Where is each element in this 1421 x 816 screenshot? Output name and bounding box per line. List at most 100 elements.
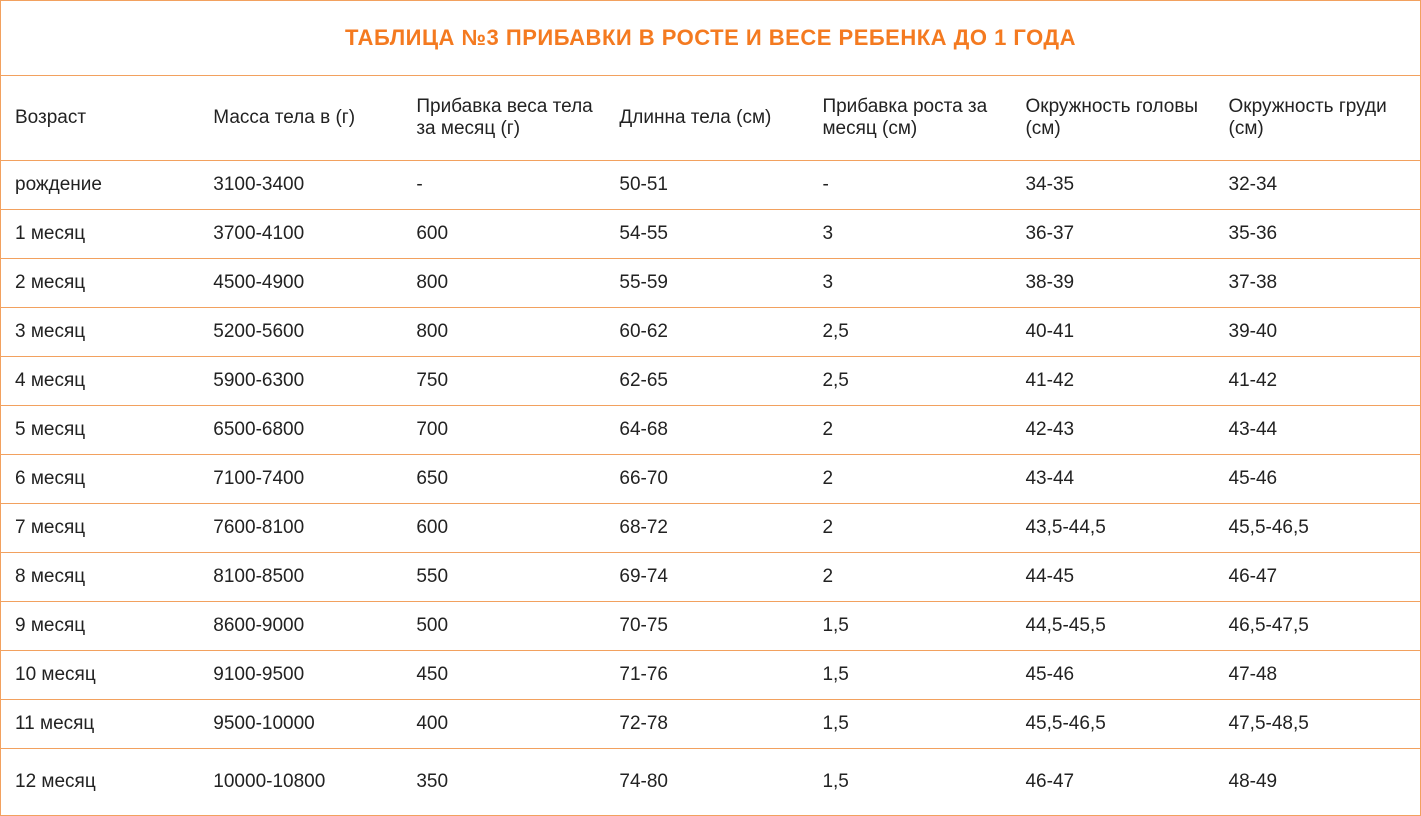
table-cell: 66-70 — [605, 455, 808, 504]
table-cell: 400 — [402, 700, 605, 749]
table-cell: 5 месяц — [1, 406, 200, 455]
table-cell: 8 месяц — [1, 553, 200, 602]
table-cell: 74-80 — [605, 749, 808, 816]
table-cell: 46-47 — [1011, 749, 1214, 816]
table-cell: 72-78 — [605, 700, 808, 749]
table-cell: 6500-6800 — [199, 406, 402, 455]
table-cell: 55-59 — [605, 259, 808, 308]
table-cell: 6 месяц — [1, 455, 200, 504]
table-cell: 1,5 — [808, 700, 1011, 749]
table-cell: 600 — [402, 504, 605, 553]
table-cell: 700 — [402, 406, 605, 455]
table-cell: 35-36 — [1215, 210, 1421, 259]
table-cell: 44-45 — [1011, 553, 1214, 602]
table-cell: 43-44 — [1011, 455, 1214, 504]
column-header: Прибавка веса тела за месяц (г) — [402, 76, 605, 161]
table-cell: 36-37 — [1011, 210, 1214, 259]
table-cell: 7600-8100 — [199, 504, 402, 553]
growth-table: ТАБЛИЦА №3 ПРИБАВКИ В РОСТЕ И ВЕСЕ РЕБЕН… — [0, 0, 1421, 816]
table-cell: 2,5 — [808, 357, 1011, 406]
table-cell: 9100-9500 — [199, 651, 402, 700]
table-cell: 3 — [808, 259, 1011, 308]
table-cell: 5900-6300 — [199, 357, 402, 406]
table-cell: 64-68 — [605, 406, 808, 455]
table-cell: 60-62 — [605, 308, 808, 357]
table-row: 11 месяц9500-1000040072-781,545,5-46,547… — [1, 700, 1421, 749]
table-cell: 2 — [808, 553, 1011, 602]
table-cell: 8100-8500 — [199, 553, 402, 602]
table-row: 12 месяц10000-1080035074-801,546-4748-49 — [1, 749, 1421, 816]
table-cell: 38-39 — [1011, 259, 1214, 308]
table-cell: 12 месяц — [1, 749, 200, 816]
table-cell: 8600-9000 — [199, 602, 402, 651]
table-cell: 45,5-46,5 — [1011, 700, 1214, 749]
table-cell: 69-74 — [605, 553, 808, 602]
table-cell: 62-65 — [605, 357, 808, 406]
table-cell: 500 — [402, 602, 605, 651]
table-cell: 40-41 — [1011, 308, 1214, 357]
table-cell: 42-43 — [1011, 406, 1214, 455]
table-title: ТАБЛИЦА №3 ПРИБАВКИ В РОСТЕ И ВЕСЕ РЕБЕН… — [1, 1, 1421, 76]
table-cell: 9500-10000 — [199, 700, 402, 749]
table-cell: 46,5-47,5 — [1215, 602, 1421, 651]
table-cell: 44,5-45,5 — [1011, 602, 1214, 651]
table-cell: 4500-4900 — [199, 259, 402, 308]
table-cell: 350 — [402, 749, 605, 816]
table-cell: 800 — [402, 259, 605, 308]
table-cell: 45-46 — [1011, 651, 1214, 700]
table-row: 3 месяц5200-560080060-622,540-4139-40 — [1, 308, 1421, 357]
column-header: Окружность груди (см) — [1215, 76, 1421, 161]
table-cell: 47,5-48,5 — [1215, 700, 1421, 749]
table-cell: 10 месяц — [1, 651, 200, 700]
table-cell: 2,5 — [808, 308, 1011, 357]
table-cell: 41-42 — [1011, 357, 1214, 406]
table-cell: 2 — [808, 504, 1011, 553]
table-cell: 800 — [402, 308, 605, 357]
table-cell: 450 — [402, 651, 605, 700]
table-row: 2 месяц4500-490080055-59338-3937-38 — [1, 259, 1421, 308]
table-cell: 43,5-44,5 — [1011, 504, 1214, 553]
table-cell: 1 месяц — [1, 210, 200, 259]
table-cell: 41-42 — [1215, 357, 1421, 406]
table-cell: 5200-5600 — [199, 308, 402, 357]
table-cell: 39-40 — [1215, 308, 1421, 357]
table-cell: - — [402, 161, 605, 210]
table-cell: 47-48 — [1215, 651, 1421, 700]
table-row: 7 месяц7600-810060068-72243,5-44,545,5-4… — [1, 504, 1421, 553]
table-row: 10 месяц9100-950045071-761,545-4647-48 — [1, 651, 1421, 700]
table-cell: 11 месяц — [1, 700, 200, 749]
table-header-row: Возраст Масса тела в (г) Прибавка веса т… — [1, 76, 1421, 161]
table-cell: 3 месяц — [1, 308, 200, 357]
column-header: Длинна тела (см) — [605, 76, 808, 161]
table-cell: 1,5 — [808, 749, 1011, 816]
table-cell: 3700-4100 — [199, 210, 402, 259]
column-header: Окружность головы (см) — [1011, 76, 1214, 161]
table-cell: 46-47 — [1215, 553, 1421, 602]
table-cell: 70-75 — [605, 602, 808, 651]
table-cell: 9 месяц — [1, 602, 200, 651]
table-cell: 45,5-46,5 — [1215, 504, 1421, 553]
column-header: Прибавка роста за месяц (см) — [808, 76, 1011, 161]
table-cell: 3100-3400 — [199, 161, 402, 210]
column-header: Масса тела в (г) — [199, 76, 402, 161]
table-cell: 34-35 — [1011, 161, 1214, 210]
table-cell: 600 — [402, 210, 605, 259]
table-cell: 1,5 — [808, 651, 1011, 700]
table-row: 8 месяц8100-850055069-74244-4546-47 — [1, 553, 1421, 602]
table-row: 5 месяц6500-680070064-68242-4343-44 — [1, 406, 1421, 455]
table-row: 1 месяц3700-410060054-55336-3735-36 — [1, 210, 1421, 259]
table-cell: 10000-10800 — [199, 749, 402, 816]
table-row: 4 месяц5900-630075062-652,541-4241-42 — [1, 357, 1421, 406]
table-row: рождение3100-3400-50-51-34-3532-34 — [1, 161, 1421, 210]
table-row: 6 месяц7100-740065066-70243-4445-46 — [1, 455, 1421, 504]
table-cell: 32-34 — [1215, 161, 1421, 210]
table-cell: 2 месяц — [1, 259, 200, 308]
column-header: Возраст — [1, 76, 200, 161]
table-title-row: ТАБЛИЦА №3 ПРИБАВКИ В РОСТЕ И ВЕСЕ РЕБЕН… — [1, 1, 1421, 76]
table-cell: 2 — [808, 406, 1011, 455]
table-cell: 3 — [808, 210, 1011, 259]
table-cell: 7 месяц — [1, 504, 200, 553]
table-cell: 43-44 — [1215, 406, 1421, 455]
table-cell: 750 — [402, 357, 605, 406]
table-cell: - — [808, 161, 1011, 210]
